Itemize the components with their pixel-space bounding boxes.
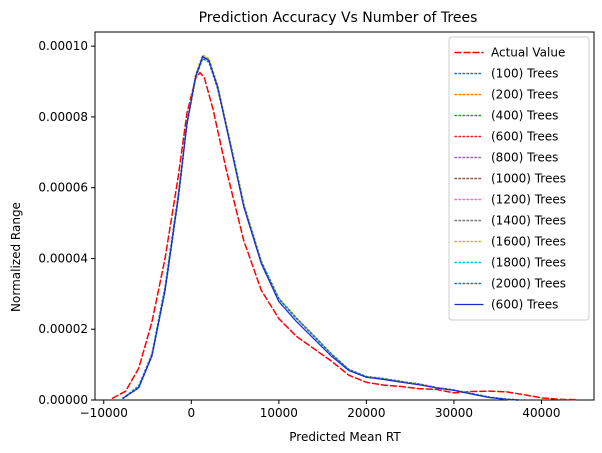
legend-label-2: (200) Trees [491,88,558,102]
y-tick-label: 0.00006 [38,181,88,195]
y-tick-label: 0.00000 [38,393,88,407]
legend-label-11: (2000) Trees [491,277,566,291]
legend-label-8: (1400) Trees [491,214,566,228]
series-line-12 [122,55,521,401]
series-line-0 [111,71,578,401]
legend-label-1: (100) Trees [491,67,558,81]
legend-label-5: (800) Trees [491,151,558,165]
x-tick-label: 40000 [522,406,560,420]
x-tick-label: 0 [187,406,195,420]
legend-label-10: (1800) Trees [491,256,566,270]
legend-label-4: (600) Trees [491,130,558,144]
series-layer [111,53,578,401]
y-tick-label: 0.00002 [38,322,88,336]
legend-label-0: Actual Value [491,46,565,60]
plot-area: −10000 0 10000 20000 30000 40000 0.000000.000… [38,31,595,420]
x-tick-label: 20000 [347,406,385,420]
legend-label-3: (400) Trees [491,109,558,123]
legend-label-9: (1600) Trees [491,235,566,249]
legend-label-6: (1000) Trees [491,172,566,186]
x-axis: −10000 0 10000 20000 30000 40000 [80,400,561,420]
legend-label-7: (1200) Trees [491,193,566,207]
series-line-9 [122,53,521,401]
chart-title: Prediction Accuracy Vs Number of Trees [199,10,478,26]
legend-items: Actual Value (100) Trees (200) Trees (400) … [454,46,566,312]
legend-box [448,36,590,321]
axes-frame [94,31,595,401]
y-tick-label: 0.00008 [38,110,88,124]
y-tick-label: 0.00010 [38,39,88,53]
x-tick-label: 30000 [435,406,473,420]
x-tick-label: 10000 [260,406,298,420]
legend-label-12: (600) Trees [491,298,558,312]
x-axis-label: Predicted Mean RT [289,430,401,444]
y-axis: 0.00000 0.00002 0.00004 0.00006 0.00008 0.000… [38,39,95,407]
legend: Actual Value (100) Trees (200) Trees (400) … [448,36,590,321]
x-tick-label: −10000 [80,406,128,420]
y-axis-label: Normalized Range [9,202,23,312]
y-tick-label: 0.00004 [38,251,88,265]
